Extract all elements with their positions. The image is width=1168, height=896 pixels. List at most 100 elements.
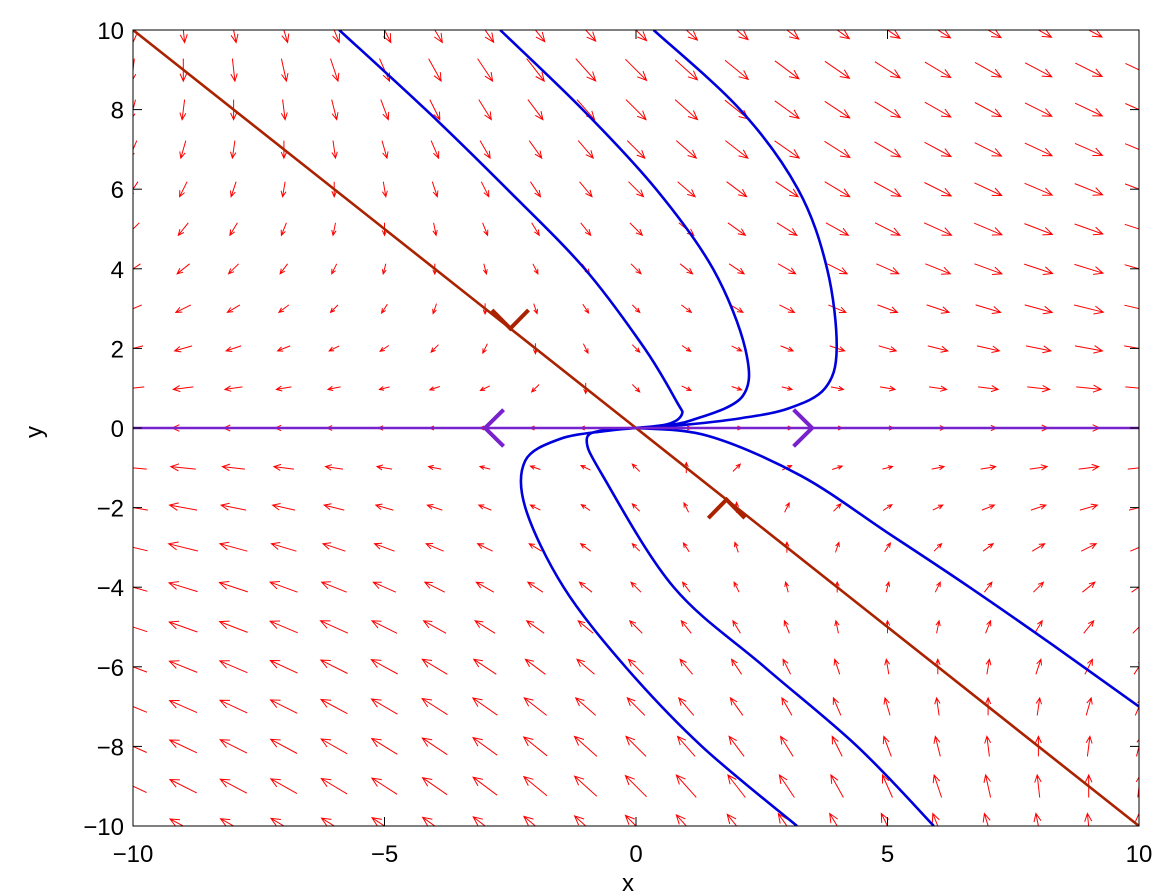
field-arrow xyxy=(133,345,144,349)
field-arrow xyxy=(784,580,789,593)
field-arrow xyxy=(380,99,390,121)
field-arrow xyxy=(224,345,242,352)
field-arrow xyxy=(681,304,693,314)
x-tick-label: 10 xyxy=(1126,841,1153,868)
field-arrow xyxy=(681,345,692,352)
field-arrow xyxy=(133,666,148,673)
field-arrow xyxy=(320,817,336,826)
field-arrow xyxy=(877,304,899,314)
field-arrow xyxy=(432,303,437,315)
field-arrow xyxy=(579,181,593,198)
field-arrow xyxy=(1024,62,1053,78)
field-arrow xyxy=(320,777,348,795)
field-arrow xyxy=(835,541,840,553)
field-arrow xyxy=(681,581,691,593)
field-arrow xyxy=(319,659,348,674)
field-arrow xyxy=(323,503,345,511)
field-arrow xyxy=(370,620,398,634)
field-arrow xyxy=(331,140,338,160)
field-arrow xyxy=(830,385,845,392)
field-arrow xyxy=(320,738,348,755)
field-arrow xyxy=(578,581,593,593)
field-arrow xyxy=(370,777,398,795)
field-arrow xyxy=(1033,812,1042,826)
field-arrow xyxy=(784,501,790,513)
field-arrow xyxy=(833,503,842,512)
field-arrow xyxy=(427,464,442,471)
field-arrow xyxy=(479,385,491,392)
field-arrow xyxy=(219,502,247,511)
y-tick-label: 8 xyxy=(111,98,124,125)
field-arrow xyxy=(983,773,992,798)
field-arrow xyxy=(168,818,185,826)
field-arrow xyxy=(477,58,494,83)
field-arrow xyxy=(532,263,539,275)
field-arrow xyxy=(276,345,291,352)
field-arrow xyxy=(974,102,1003,118)
field-arrow xyxy=(735,30,750,41)
field-arrow xyxy=(1074,183,1104,196)
field-arrow xyxy=(630,263,642,275)
field-arrow xyxy=(174,304,192,313)
field-arrow xyxy=(331,263,338,275)
field-arrow xyxy=(528,543,542,552)
field-arrow xyxy=(882,735,892,757)
field-arrow xyxy=(478,465,491,470)
field-arrow xyxy=(472,776,498,796)
field-arrow xyxy=(724,59,750,81)
field-arrow xyxy=(678,696,695,716)
field-arrow xyxy=(775,181,800,198)
field-arrow xyxy=(635,30,648,42)
field-arrow xyxy=(579,542,591,552)
field-arrow xyxy=(1075,62,1104,78)
field-arrow xyxy=(826,263,849,275)
field-arrow xyxy=(580,222,592,237)
field-arrow xyxy=(1074,142,1104,156)
field-arrow xyxy=(1030,504,1048,511)
field-arrow xyxy=(471,736,498,756)
field-arrow xyxy=(675,813,687,826)
field-arrow xyxy=(528,140,543,160)
field-arrow xyxy=(1037,30,1053,38)
field-arrow xyxy=(280,181,287,198)
field-arrow xyxy=(832,696,842,716)
field-arrow xyxy=(679,263,694,275)
field-arrow xyxy=(177,222,189,237)
field-arrow xyxy=(727,774,746,798)
field-arrow xyxy=(275,385,292,392)
field-arrow xyxy=(133,507,148,511)
field-arrow xyxy=(781,696,793,716)
field-arrow xyxy=(169,463,196,472)
field-arrow xyxy=(675,140,698,159)
field-arrow xyxy=(331,99,339,121)
field-arrow xyxy=(984,735,992,757)
axis-ticks: −10 −5 0 5 10 −10 −8 −6 −4 −2 0 2 4 6 8 10 xyxy=(83,18,1152,868)
field-arrow xyxy=(878,345,898,353)
field-arrow xyxy=(1024,304,1054,315)
field-arrow xyxy=(836,30,851,40)
y-tick-label: 2 xyxy=(111,336,124,363)
field-arrow xyxy=(978,385,1000,393)
field-arrow xyxy=(630,581,642,593)
field-arrow xyxy=(924,141,953,158)
field-arrow xyxy=(926,304,951,314)
field-arrow xyxy=(883,696,891,716)
field-arrow xyxy=(975,304,1002,314)
field-arrow xyxy=(1084,812,1093,826)
x-axis-label: x xyxy=(622,870,634,896)
field-arrow xyxy=(477,504,492,511)
field-arrow xyxy=(733,581,740,593)
field-arrow xyxy=(574,697,597,716)
field-arrow xyxy=(779,735,794,757)
y-tick-label: 6 xyxy=(111,177,124,204)
field-arrow xyxy=(730,658,743,675)
field-arrow xyxy=(522,736,548,757)
field-arrow xyxy=(375,464,393,471)
field-arrow xyxy=(882,465,894,470)
field-arrow xyxy=(1025,345,1053,354)
field-arrow xyxy=(1031,543,1046,552)
y-tick-label: 10 xyxy=(97,18,124,45)
field-arrow xyxy=(133,99,136,118)
field-arrow xyxy=(627,658,644,675)
